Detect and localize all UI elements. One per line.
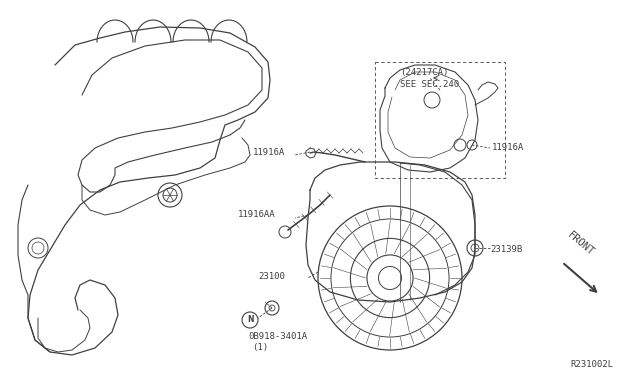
- Text: 11916AA: 11916AA: [237, 210, 275, 219]
- Text: SEE SEC.240: SEE SEC.240: [400, 80, 459, 89]
- Text: R231002L: R231002L: [570, 360, 613, 369]
- Text: 0B918-3401A: 0B918-3401A: [248, 332, 307, 341]
- Text: 23139B: 23139B: [490, 245, 522, 254]
- Text: N: N: [247, 315, 253, 324]
- Text: 11916A: 11916A: [253, 148, 285, 157]
- Text: 11916A: 11916A: [492, 143, 524, 152]
- Text: 23100: 23100: [258, 272, 285, 281]
- Text: (1): (1): [252, 343, 268, 352]
- Text: FRONT: FRONT: [566, 230, 596, 258]
- Text: (24217CA): (24217CA): [400, 68, 449, 77]
